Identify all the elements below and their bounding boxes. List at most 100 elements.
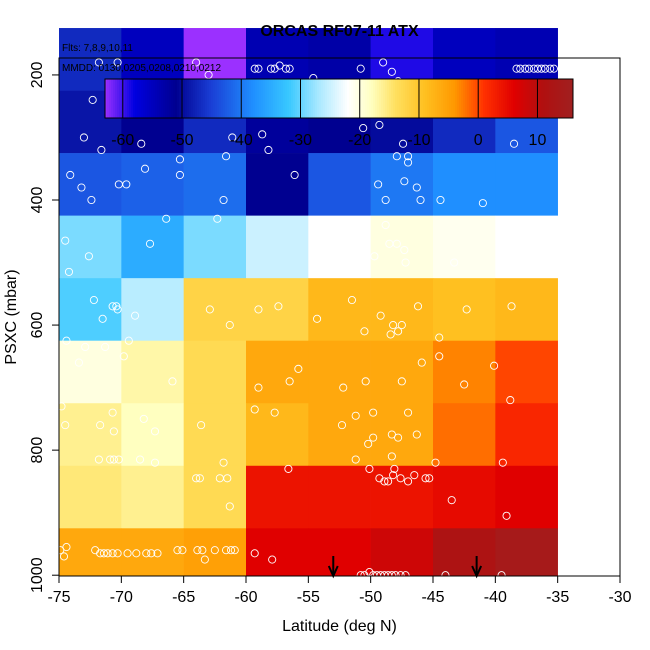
- colorbar-swatch: [433, 79, 436, 118]
- sample-point: [384, 477, 393, 486]
- sample-point: [139, 414, 148, 423]
- colorbar-swatch: [223, 79, 226, 118]
- y-tick-label: 600: [29, 312, 46, 339]
- colorbar-swatch: [489, 79, 492, 118]
- sample-point: [173, 546, 182, 555]
- sample-point: [225, 502, 234, 511]
- colorbar-swatch: [531, 79, 534, 118]
- colorbar-swatch: [355, 79, 358, 118]
- heatmap-cell: [308, 215, 371, 279]
- y-tick-label: 200: [29, 61, 46, 88]
- sample-point: [387, 452, 396, 461]
- sample-point: [389, 471, 398, 480]
- sample-point: [365, 464, 374, 473]
- sample-point: [490, 361, 499, 370]
- sample-point: [168, 377, 177, 386]
- sample-point: [394, 327, 403, 336]
- sample-point: [74, 358, 83, 367]
- sample-point: [222, 546, 231, 555]
- sample-point: [77, 183, 86, 192]
- colorbar-swatch: [551, 79, 554, 118]
- colorbar-swatch: [445, 79, 448, 118]
- colorbar-swatch: [393, 79, 396, 118]
- sample-point: [392, 152, 401, 161]
- sample-point: [79, 133, 88, 142]
- colorbar-swatch: [151, 79, 154, 118]
- colorbar-swatch: [339, 79, 342, 118]
- sample-point: [205, 305, 214, 314]
- colorbar-swatch: [293, 79, 296, 118]
- colorbar-swatch: [127, 79, 130, 118]
- colorbar-swatch: [503, 79, 506, 118]
- sample-point: [109, 455, 118, 464]
- colorbar-swatch: [141, 79, 144, 118]
- heatmap-cell: [183, 403, 247, 467]
- colorbar-swatch: [535, 79, 538, 118]
- colorbar-swatch: [289, 79, 292, 118]
- colorbar-swatch: [495, 79, 498, 118]
- colorbar-swatch: [253, 79, 256, 118]
- colorbar-swatch: [481, 79, 484, 118]
- colorbar-tick-label: -60: [111, 132, 134, 149]
- colorbar-swatch: [447, 79, 450, 118]
- colorbar-swatch: [425, 79, 428, 118]
- sample-point: [435, 333, 444, 342]
- colorbar-swatch: [365, 79, 368, 118]
- colorbar-swatch: [441, 79, 444, 118]
- heatmap-cell: [433, 528, 496, 576]
- sample-point: [81, 342, 90, 352]
- heatmap-cell: [308, 403, 371, 467]
- colorbar-swatch: [561, 79, 564, 118]
- sample-point: [258, 130, 267, 139]
- sample-point: [61, 236, 70, 245]
- colorbar-swatch: [315, 79, 318, 118]
- sample-point: [401, 571, 410, 580]
- colorbar-swatch: [533, 79, 536, 118]
- sample-point: [264, 145, 273, 155]
- sample-point: [285, 377, 294, 386]
- colorbar-swatch: [287, 79, 290, 118]
- colorbar-swatch: [437, 79, 440, 118]
- colorbar-swatch: [421, 79, 424, 118]
- colorbar-swatch: [411, 79, 414, 118]
- heatmap-cell: [495, 278, 558, 341]
- colorbar-swatch: [131, 79, 134, 118]
- heatmap-cell: [308, 465, 371, 529]
- sample-point: [84, 252, 93, 261]
- colorbar-swatch: [261, 79, 264, 118]
- colorbar-swatch: [463, 79, 466, 118]
- sample-point: [62, 336, 71, 345]
- x-tick-label: -30: [608, 589, 631, 606]
- sample-point: [113, 305, 122, 314]
- heatmap-cell: [495, 340, 558, 404]
- sample-point: [512, 64, 521, 73]
- colorbar-swatch: [149, 79, 152, 118]
- sample-point: [497, 571, 506, 580]
- colorbar-swatch: [341, 79, 344, 118]
- x-tick-label: -45: [421, 589, 444, 606]
- colorbar-swatch: [451, 79, 454, 118]
- colorbar-swatch: [263, 79, 266, 118]
- sample-point: [399, 139, 408, 148]
- sample-point: [62, 543, 71, 552]
- sample-point: [410, 471, 419, 480]
- colorbar-swatch: [309, 79, 312, 118]
- colorbar-swatch: [231, 79, 234, 118]
- sample-point: [524, 64, 534, 73]
- colorbar-swatch: [415, 79, 418, 118]
- sample-point: [122, 180, 131, 189]
- colorbar-swatch: [227, 79, 230, 118]
- heatmap-cell: [495, 465, 558, 529]
- sample-point: [49, 264, 59, 273]
- sample-point: [396, 571, 405, 580]
- sample-point: [254, 64, 263, 73]
- sample-point: [254, 383, 263, 392]
- colorbar-swatch: [367, 79, 370, 118]
- sample-point: [192, 474, 201, 483]
- colorbar-swatch: [323, 79, 326, 118]
- sample-point: [400, 245, 409, 255]
- colorbar-swatch: [337, 79, 340, 118]
- colorbar-swatch: [295, 79, 298, 118]
- colorbar-swatch: [423, 79, 426, 118]
